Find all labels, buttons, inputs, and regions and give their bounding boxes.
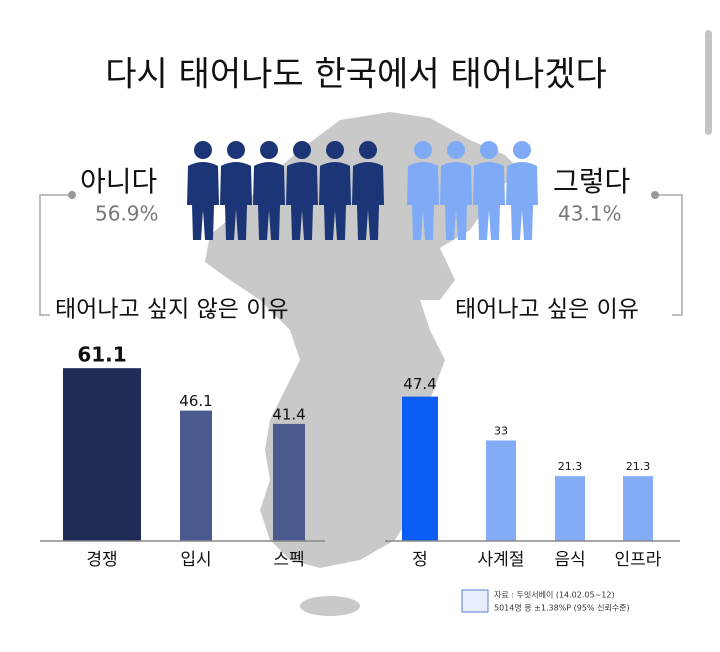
value-label: 21.3 [626, 460, 651, 473]
pictogram [187, 141, 538, 240]
bar [273, 423, 305, 541]
title: 다시 태어나도 한국에서 태어나겠다 [105, 55, 607, 95]
x-tick-label: 스펙 [273, 550, 304, 570]
bracket-dot [651, 191, 659, 199]
x-tick-label: 경쟁 [86, 550, 117, 570]
person-icon [253, 141, 285, 240]
x-tick-label: 입시 [180, 550, 211, 570]
bar [486, 440, 516, 541]
person-icon [319, 141, 351, 240]
value-label: 41.4 [272, 405, 305, 423]
person-icon [407, 141, 439, 240]
person-body [187, 162, 219, 240]
value-label: 61.1 [77, 343, 126, 367]
bar [623, 476, 653, 541]
bar [180, 410, 212, 541]
person-icon [440, 141, 472, 240]
person-icon [220, 141, 252, 240]
person-head [447, 141, 465, 159]
person-body [407, 162, 439, 240]
person-head [194, 141, 212, 159]
source-text: 5014명 응 ±1.38%P (95% 신뢰수준) [494, 603, 630, 613]
bracket [39, 194, 72, 316]
answer-value: 43.1% [558, 202, 622, 226]
person-body [286, 162, 318, 240]
person-icon [352, 141, 384, 240]
person-body [506, 162, 538, 240]
bracket [655, 194, 683, 316]
person-head [227, 141, 245, 159]
bracket-dot [68, 191, 76, 199]
value-label: 47.4 [403, 375, 436, 393]
value-label: 21.3 [558, 460, 583, 473]
person-body [473, 162, 505, 240]
person-body [220, 162, 252, 240]
person-body [253, 162, 285, 240]
answer-label: 그렇다 [553, 165, 630, 198]
x-tick-label: 사계절 [478, 550, 525, 570]
person-head [260, 141, 278, 159]
person-head [513, 141, 531, 159]
person-head [414, 141, 432, 159]
jeju-island [300, 596, 360, 616]
answer-label: 아니다 [80, 165, 157, 198]
x-tick-label: 정 [412, 550, 428, 570]
bar [402, 396, 438, 541]
chart-title: 태어나고 싶지 않은 이유 [55, 297, 289, 323]
person-head [480, 141, 498, 159]
person-body [319, 162, 351, 240]
person-body [352, 162, 384, 240]
bar [63, 368, 141, 541]
chart-title: 태어나고 싶은 이유 [455, 297, 639, 323]
x-tick-label: 인프라 [615, 550, 662, 570]
person-head [326, 141, 344, 159]
person-body [440, 162, 472, 240]
person-icon [286, 141, 318, 240]
bar [555, 476, 585, 541]
scrollbar[interactable] [705, 30, 712, 135]
person-icon [506, 141, 538, 240]
person-icon [187, 141, 219, 240]
answer-value: 56.9% [95, 202, 159, 226]
value-label: 46.1 [179, 392, 212, 410]
source-logo [461, 589, 489, 613]
person-head [293, 141, 311, 159]
x-tick-label: 음식 [554, 550, 585, 570]
person-head [359, 141, 377, 159]
source-text: 자료 : 두잇서베이 (14.02.05~12) [494, 590, 615, 600]
value-label: 33 [494, 424, 508, 437]
person-icon [473, 141, 505, 240]
